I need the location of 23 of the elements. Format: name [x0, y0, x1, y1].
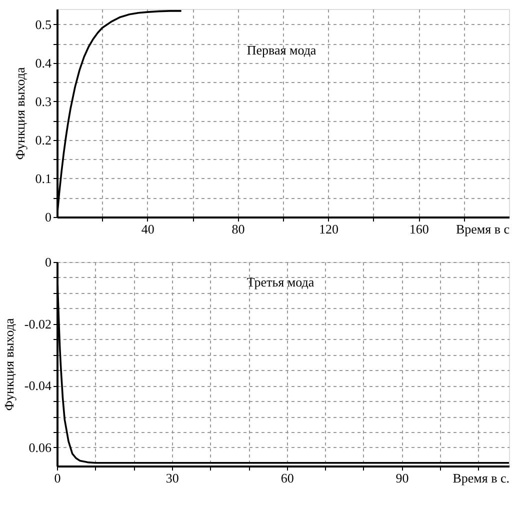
y-axis-title: Функция выхода — [12, 66, 28, 160]
y-tick-label: 0 — [45, 254, 52, 270]
x-tick-label: 60 — [280, 470, 294, 486]
y-tick-label: 0.5 — [35, 16, 52, 32]
x-tick-label: 160 — [409, 222, 429, 236]
annotation: Первая мода — [246, 42, 316, 58]
x-axis-title: Время в с — [456, 222, 510, 236]
y-tick-label: 0.1 — [35, 170, 52, 186]
y-tick-label: 0.06 — [28, 440, 52, 455]
x-tick-label: 30 — [166, 470, 179, 486]
x-axis-title: Время в с. — [452, 470, 510, 486]
y-tick-label: 0 — [45, 210, 52, 224]
y-tick-label: -0.04 — [24, 378, 52, 394]
y-tick-label: -0.02 — [24, 316, 52, 332]
annotation: Третья мода — [246, 274, 314, 290]
x-tick-label: 40 — [141, 222, 154, 236]
x-tick-label: 90 — [396, 470, 409, 486]
x-tick-label: 80 — [232, 222, 245, 236]
y-tick-label: 0.4 — [35, 55, 52, 70]
y-tick-label: 0.2 — [35, 132, 52, 148]
y-tick-label: 0.3 — [35, 94, 52, 109]
y-axis-title: Функция выхода — [1, 318, 16, 411]
x-tick-label: 120 — [318, 222, 338, 236]
